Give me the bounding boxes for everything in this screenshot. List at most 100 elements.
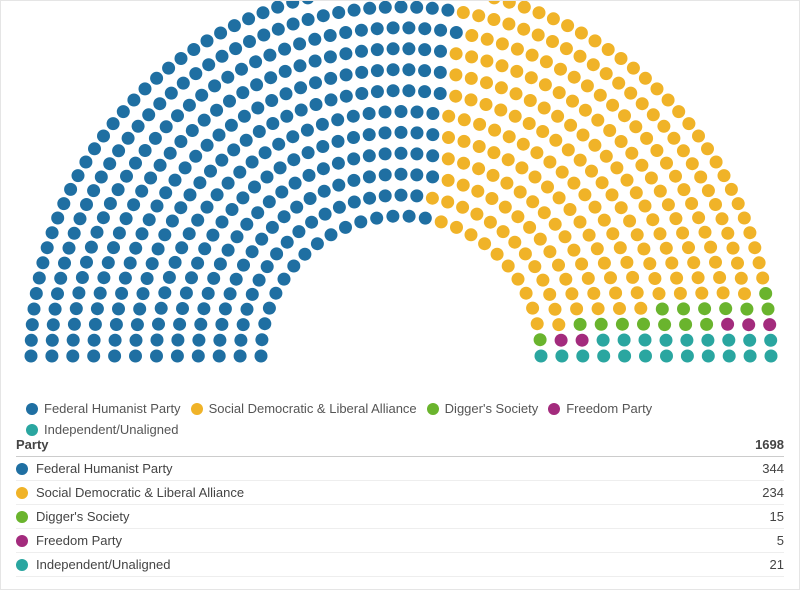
seat-dot [293,37,306,50]
seat-dot [575,258,588,271]
seat-dot [650,144,663,157]
seat-dot [104,197,117,210]
table-row: Freedom Party5 [16,529,784,553]
seat-dot [278,43,291,56]
seat-dot [214,258,227,271]
seat-dot [355,45,368,58]
seat-dot [645,172,658,185]
seat-dot [280,87,293,100]
seat-dot [112,302,125,315]
seat-dot [308,33,321,46]
seat-dot [129,157,142,170]
seat-dot [499,201,512,214]
seat-dot [347,110,360,123]
seat-dot [713,271,726,284]
seat-dot [355,66,368,79]
seat-dot [201,139,214,152]
seat-dot [517,138,530,151]
seat-dot [198,114,211,127]
seat-dot [591,242,604,255]
seat-dot [434,66,447,79]
seat-dot [536,274,549,287]
seat-dot [600,67,613,80]
seat-dot [547,12,560,25]
seat-dot [765,350,778,363]
seat-dot [127,198,140,211]
seat-dot [426,192,439,205]
seat-dot [171,334,184,347]
seat-dot [426,107,439,120]
seat-dot [298,248,311,261]
seat-dot [113,227,126,240]
seat-dot [532,29,545,42]
seat-dot [387,21,400,34]
seat-dot [402,21,415,34]
seat-dot [272,23,285,36]
seat-dot [718,169,731,182]
seat-dot [162,62,175,75]
seat-dot [725,183,738,196]
seat-dot [614,241,627,254]
seat-dot [426,170,439,183]
seat-dot [253,125,266,138]
seat-dot [261,260,274,273]
seat-dot [480,55,493,68]
seat-dot [197,302,210,315]
seat-dot [223,95,236,108]
seat-dot [395,126,408,139]
seat-dot [103,157,116,170]
legend-label: Federal Humanist Party [44,401,181,416]
row-dot [16,463,28,475]
seat-dot [51,287,64,300]
seat-dot [639,200,652,213]
seat-dot [554,63,567,76]
seat-dot [568,71,581,84]
seat-dot [559,230,572,243]
seat-dot [682,117,695,130]
seat-dot [441,4,454,17]
seat-dot [281,236,294,249]
seat-dot [79,156,92,169]
seat-dot [237,259,250,272]
seat-dot [478,237,491,250]
seat-dot [496,59,509,72]
row-value: 21 [724,557,784,572]
seat-dot [538,102,551,115]
seat-dot [379,189,392,202]
table-header-total: 1698 [755,437,784,452]
row-dot [16,511,28,523]
seat-dot [70,302,83,315]
seat-dot [704,241,717,254]
seat-dot [171,109,184,122]
seat-dot [309,76,322,89]
seat-dot [348,196,361,209]
seat-dot [395,1,408,13]
seat-dot [487,146,500,159]
seat-dot [402,42,415,55]
seat-dot [57,197,70,210]
seat-dot [255,233,268,246]
seat-dot [91,226,104,239]
seat-dot [410,147,423,160]
seat-dot [591,114,604,127]
seat-dot [237,318,250,331]
seat-dot [604,271,617,284]
seat-dot [598,257,611,270]
seat-dot [764,334,777,347]
seat-dot [255,333,268,346]
seat-dot [465,93,478,106]
seat-dot [174,135,187,148]
seat-dot [738,212,751,225]
seat-dot [442,174,455,187]
seat-dot [410,168,423,181]
seat-dot [681,350,694,363]
seat-dot [141,272,154,285]
table-row: Digger's Society15 [16,505,784,529]
seat-dot [627,62,640,75]
seat-dot [310,98,323,111]
seat-dot [639,334,652,347]
seat-dot [355,87,368,100]
seat-dot [64,183,77,196]
seat-dot [66,350,79,363]
seat-dot [208,79,221,92]
